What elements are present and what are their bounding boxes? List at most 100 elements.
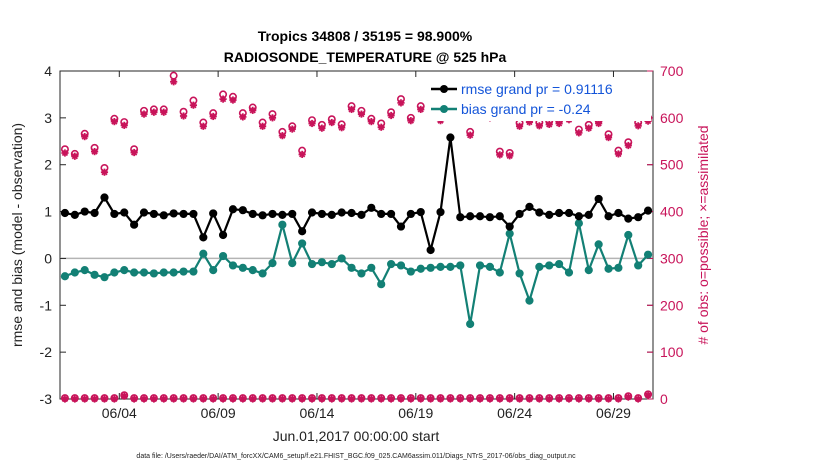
obs-assimilated-point <box>209 395 217 403</box>
obs-assimilated-point <box>318 395 326 403</box>
obs-assimilated-point <box>268 395 277 403</box>
rmse-point <box>337 208 346 217</box>
rmse-point <box>347 208 356 218</box>
rmse-point <box>466 212 475 221</box>
rmse-point <box>555 208 564 218</box>
obs-assimilated-point <box>239 395 247 403</box>
obs-assimilated-point <box>71 152 79 160</box>
obs-assimilated-point <box>575 395 583 403</box>
bias-point <box>90 270 99 279</box>
bias-point <box>248 266 257 275</box>
obs-assimilated-point <box>229 395 237 403</box>
legend-rmse-marker <box>440 85 448 93</box>
obs-assimilated-point <box>545 395 553 403</box>
obs-assimilated-point <box>515 395 524 403</box>
rmse-point <box>288 209 297 219</box>
obs-assimilated-point <box>377 123 385 131</box>
bias-point <box>337 254 346 263</box>
obs-assimilated-point <box>61 149 69 157</box>
bias-point <box>614 263 623 272</box>
obs-assimilated-point <box>585 395 593 403</box>
bias-point <box>545 261 554 270</box>
bias-point <box>100 273 109 282</box>
obs-assimilated-point <box>565 395 573 403</box>
obs-assimilated-point <box>387 111 395 120</box>
bias-point <box>426 263 435 272</box>
obs-assimilated-point <box>417 105 425 114</box>
plot-frame <box>59 70 654 400</box>
obs-assimilated-point <box>288 395 296 403</box>
obs-assimilated-point <box>160 395 168 403</box>
obs-assimilated-point <box>120 121 128 129</box>
bias-point <box>120 266 129 275</box>
obs-assimilated-point <box>407 395 415 403</box>
bias-point <box>416 264 425 273</box>
bias-point <box>347 263 356 272</box>
rmse-point <box>60 208 70 218</box>
y2-tick-label: 300 <box>660 250 684 266</box>
bias-point <box>209 266 218 275</box>
rmse-point <box>218 230 228 240</box>
obs-assimilated-point <box>219 395 227 403</box>
obs-assimilated-point <box>446 395 454 403</box>
obs-assimilated-point <box>347 105 356 114</box>
bias-point <box>307 259 317 269</box>
bias-point <box>574 219 583 228</box>
y2-tick-label: 400 <box>660 204 684 220</box>
rmse-point <box>643 206 653 215</box>
rmse-point <box>594 194 603 204</box>
rmse-point <box>298 227 307 236</box>
obs-assimilated-point <box>357 110 366 118</box>
obs-assimilated-point <box>308 119 316 128</box>
y2-tick-label: 700 <box>660 63 684 79</box>
y2-tick-label: 500 <box>660 157 684 173</box>
obs-assimilated-point <box>150 395 158 403</box>
bias-point <box>70 268 79 277</box>
rmse-point <box>475 212 485 221</box>
bias-point <box>80 266 89 275</box>
bias-point <box>130 268 139 277</box>
rmse-point <box>426 245 435 255</box>
obs-assimilated-point <box>239 113 247 121</box>
obs-assimilated-point <box>397 99 405 107</box>
bias-point <box>564 268 574 277</box>
y2-tick-label: 200 <box>660 297 684 313</box>
obs-assimilated-point <box>328 118 336 127</box>
chart-subtitle: RADIOSONDE_TEMPERATURE @ 525 hPa <box>224 49 507 65</box>
rmse-point <box>495 212 504 221</box>
obs-assimilated-point <box>150 108 158 116</box>
bias-point <box>634 261 643 270</box>
obs-assimilated-point <box>575 129 583 137</box>
rmse-point <box>515 209 524 219</box>
bias-point <box>238 263 247 272</box>
obs-assimilated-point <box>595 395 603 403</box>
bias-point <box>643 250 653 259</box>
bias-point <box>327 259 336 269</box>
rmse-point <box>584 210 593 219</box>
obs-assimilated-point <box>318 124 326 132</box>
obs-assimilated-point <box>140 395 148 403</box>
rmse-point <box>327 210 336 219</box>
obs-assimilated-point <box>179 395 188 403</box>
obs-assimilated-point <box>189 395 198 403</box>
rmse-point <box>614 208 623 218</box>
obs-assimilated-point <box>298 150 306 159</box>
rmse-point <box>386 209 396 219</box>
y2-tick-label: 600 <box>660 110 684 126</box>
obs-assimilated-point <box>219 95 227 103</box>
obs-assimilated-point <box>81 133 89 141</box>
rmse-point <box>535 208 544 217</box>
obs-assimilated-point <box>259 395 267 403</box>
bias-point <box>604 264 613 273</box>
obs-assimilated-point <box>604 133 613 142</box>
obs-assimilated-point <box>259 122 267 130</box>
rmse-point <box>228 205 238 214</box>
bias-point <box>258 269 267 278</box>
bias-point <box>436 262 445 271</box>
obs-assimilated-point <box>614 150 623 158</box>
obs-assimilated-point <box>585 124 593 132</box>
bias-point <box>60 272 70 281</box>
obs-assimilated-point <box>367 118 375 126</box>
y-tick-label: 3 <box>44 110 52 126</box>
